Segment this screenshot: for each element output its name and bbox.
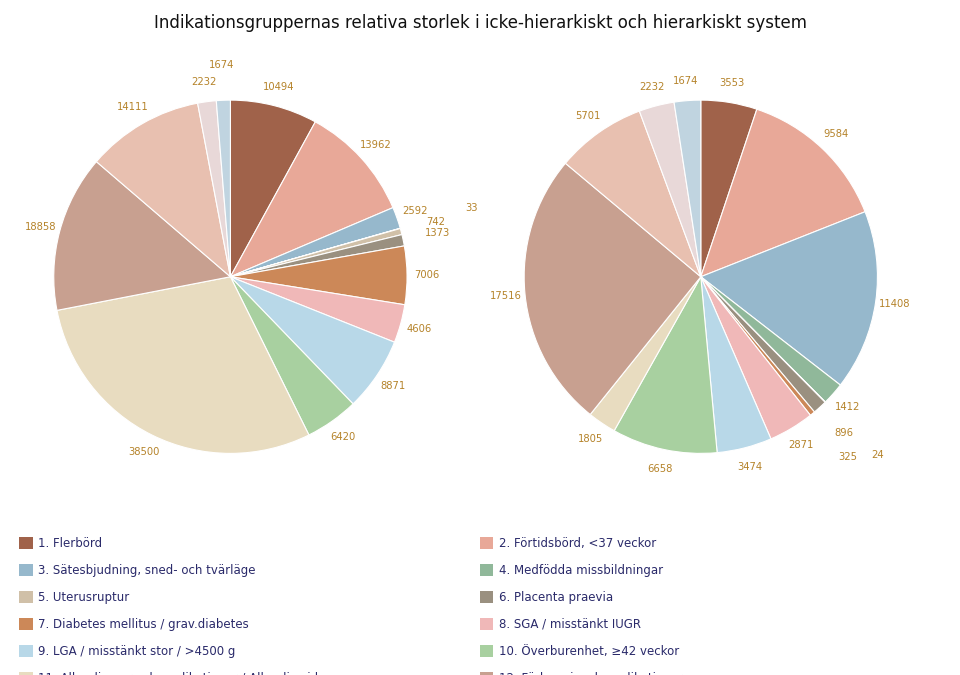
- Text: 5701: 5701: [575, 111, 601, 121]
- Text: 6. Placenta praevia: 6. Placenta praevia: [499, 591, 613, 604]
- Text: 3553: 3553: [720, 78, 745, 88]
- Text: 10. Överburenhet, ≥42 veckor: 10. Överburenhet, ≥42 veckor: [499, 645, 680, 658]
- Text: 2592: 2592: [402, 207, 428, 217]
- Text: 5. Uterusruptur: 5. Uterusruptur: [38, 591, 130, 604]
- Wedge shape: [701, 277, 825, 412]
- Text: 6658: 6658: [647, 464, 673, 474]
- Text: 13962: 13962: [360, 140, 392, 150]
- Text: 9584: 9584: [823, 130, 849, 140]
- Text: 6420: 6420: [331, 432, 356, 442]
- Wedge shape: [54, 161, 230, 310]
- Text: 3474: 3474: [737, 462, 762, 472]
- Wedge shape: [198, 101, 230, 277]
- Wedge shape: [701, 100, 756, 277]
- Wedge shape: [701, 212, 877, 385]
- Text: 4. Medfödda missbildningar: 4. Medfödda missbildningar: [499, 564, 663, 577]
- Wedge shape: [230, 208, 400, 277]
- Text: 8. SGA / misstänkt IUGR: 8. SGA / misstänkt IUGR: [499, 618, 641, 631]
- Wedge shape: [614, 277, 717, 454]
- Wedge shape: [701, 277, 826, 402]
- Text: 12. Förlossningskomplikationer: 12. Förlossningskomplikationer: [499, 672, 684, 675]
- Text: 14111: 14111: [116, 102, 148, 112]
- Text: 17516: 17516: [490, 291, 521, 301]
- Wedge shape: [701, 277, 771, 453]
- Text: 1805: 1805: [578, 434, 604, 444]
- Text: 2. Förtidsbörd, <37 veckor: 2. Förtidsbörd, <37 veckor: [499, 537, 657, 550]
- Text: 8871: 8871: [380, 381, 406, 391]
- Text: 7006: 7006: [414, 270, 439, 280]
- Text: 11408: 11408: [879, 300, 911, 309]
- Text: 1674: 1674: [209, 60, 234, 70]
- Text: 2871: 2871: [789, 440, 814, 450]
- Text: 11. Allvarliga grav.komplikationer / Allvarlig sjd: 11. Allvarliga grav.komplikationer / All…: [38, 672, 319, 675]
- Text: 2232: 2232: [192, 78, 217, 88]
- Wedge shape: [590, 277, 701, 431]
- Text: 24: 24: [871, 450, 884, 460]
- Wedge shape: [230, 235, 404, 277]
- Text: 10494: 10494: [263, 82, 295, 92]
- Wedge shape: [230, 277, 353, 435]
- Text: 1674: 1674: [673, 76, 699, 86]
- Text: 896: 896: [834, 429, 853, 438]
- Wedge shape: [524, 163, 701, 414]
- Wedge shape: [96, 103, 230, 277]
- Wedge shape: [230, 122, 393, 277]
- Wedge shape: [230, 100, 315, 277]
- Wedge shape: [57, 277, 309, 454]
- Wedge shape: [230, 228, 400, 277]
- Wedge shape: [701, 277, 810, 439]
- Wedge shape: [701, 277, 840, 402]
- Wedge shape: [230, 277, 395, 404]
- Text: 3. Sätesbjudning, sned- och tvärläge: 3. Sätesbjudning, sned- och tvärläge: [38, 564, 256, 577]
- Wedge shape: [701, 109, 865, 277]
- Text: 7. Diabetes mellitus / grav.diabetes: 7. Diabetes mellitus / grav.diabetes: [38, 618, 250, 631]
- Text: 325: 325: [839, 452, 857, 462]
- Wedge shape: [230, 246, 407, 305]
- Wedge shape: [216, 100, 230, 277]
- Wedge shape: [639, 102, 701, 277]
- Text: 18858: 18858: [25, 221, 57, 232]
- Text: 4606: 4606: [407, 324, 432, 334]
- Text: 9. LGA / misstänkt stor / >4500 g: 9. LGA / misstänkt stor / >4500 g: [38, 645, 236, 658]
- Wedge shape: [674, 100, 701, 277]
- Wedge shape: [565, 111, 701, 277]
- Wedge shape: [701, 277, 814, 415]
- Text: 1412: 1412: [835, 402, 860, 412]
- Text: 2232: 2232: [639, 82, 664, 92]
- Text: 33: 33: [466, 203, 478, 213]
- Wedge shape: [230, 229, 402, 277]
- Text: 742: 742: [426, 217, 444, 227]
- Text: 1. Flerbörd: 1. Flerbörd: [38, 537, 103, 550]
- Text: Indikationsgruppernas relativa storlek i icke-hierarkiskt och hierarkiskt system: Indikationsgruppernas relativa storlek i…: [154, 14, 806, 32]
- Wedge shape: [230, 277, 405, 342]
- Text: 38500: 38500: [128, 448, 159, 458]
- Text: 1373: 1373: [425, 228, 450, 238]
